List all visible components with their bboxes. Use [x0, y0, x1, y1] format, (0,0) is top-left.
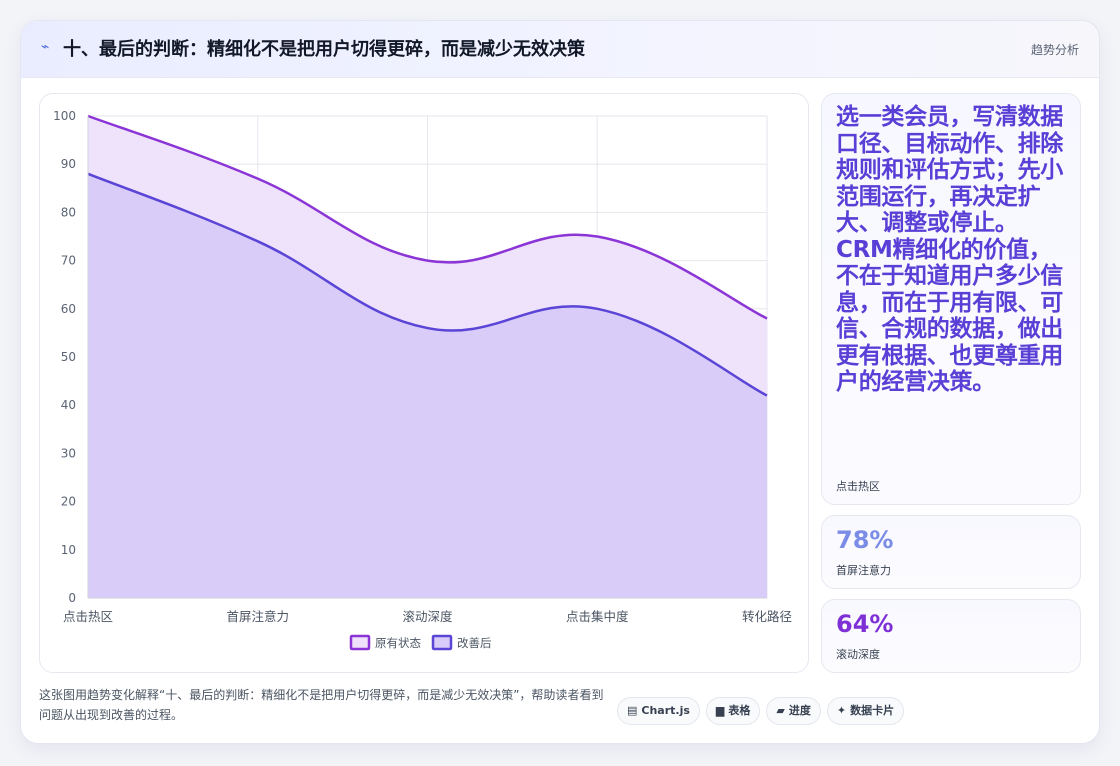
stat-card-scroll: 64% 滚动深度 — [821, 599, 1081, 673]
y-tick-label: 90 — [61, 157, 76, 171]
x-tick-label: 点击集中度 — [566, 609, 629, 624]
stat-label: 首屏注意力 — [836, 564, 891, 577]
card-header: ⌁ 十、最后的判断：精细化不是把用户切得更碎，而是减少无效决策 趋势分析 — [21, 21, 1099, 78]
report-card: ⌁ 十、最后的判断：精细化不是把用户切得更碎，而是减少无效决策 趋势分析 0 10… — [20, 20, 1100, 744]
y-tick-label: 70 — [61, 254, 76, 268]
legend-label: 改善后 — [457, 636, 492, 650]
chip-data-card[interactable]: ✦ 数据卡片 — [826, 697, 905, 725]
series-line-1 — [87, 172, 768, 397]
legend-swatch — [431, 634, 453, 651]
chart-caption: 这张图用趋势变化解释“十、最后的判断：精细化不是把用户切得更碎，而是减少无效决策… — [39, 688, 604, 722]
y-tick-label: 80 — [61, 205, 76, 219]
trend-icon: ⌁ — [41, 39, 50, 55]
y-tick-label: 20 — [61, 495, 76, 509]
insight-text: 选一类会员，写清数据口径、目标动作、排除规则和评估方式；先小范围运行，再决定扩大… — [836, 104, 1064, 395]
series-line-0 — [87, 114, 768, 320]
x-tick-label: 点击热区 — [63, 609, 113, 624]
page-title: 十、最后的判断：精细化不是把用户切得更碎，而是减少无效决策 — [63, 39, 585, 60]
chart-icon: ▤ — [627, 704, 638, 717]
sparkle-icon: ✦ — [836, 704, 847, 717]
y-tick-label: 10 — [61, 543, 76, 557]
y-tick-label: 0 — [68, 591, 76, 605]
legend-swatch — [349, 634, 371, 651]
chart-panel: 0 10 20 30 40 50 60 70 80 90 100 点击热区 首屏注意力 滚动深度 点击集中度… — [39, 93, 809, 673]
chip-progress[interactable]: ▰ 进度 — [766, 697, 821, 725]
chip-table[interactable]: ▆ 表格 — [705, 697, 761, 725]
chip-chartjs[interactable]: ▤ Chart.js — [617, 697, 700, 725]
insight-label: 点击热区 — [836, 480, 880, 493]
tag-chips: ▤ Chart.js ▆ 表格 ▰ 进度 ✦ 数据卡片 — [617, 697, 910, 725]
progress-icon: ▰ — [776, 704, 785, 717]
x-tick-label: 转化路径 — [742, 609, 792, 624]
y-tick-label: 100 — [53, 109, 76, 123]
stat-value: 78% — [836, 526, 894, 554]
section-tag: 趋势分析 — [1030, 43, 1079, 57]
y-tick-label: 40 — [61, 398, 76, 412]
insight-card: 选一类会员，写清数据口径、目标动作、排除规则和评估方式；先小范围运行，再决定扩大… — [821, 93, 1081, 505]
y-tick-label: 60 — [61, 302, 76, 316]
legend-label: 原有状态 — [375, 636, 421, 650]
series-area-1 — [88, 173, 767, 598]
y-tick-label: 30 — [61, 446, 76, 460]
x-tick-label: 首屏注意力 — [226, 609, 289, 624]
stat-card-attention: 78% 首屏注意力 — [821, 515, 1081, 589]
table-icon: ▆ — [715, 704, 725, 717]
stat-label: 滚动深度 — [836, 648, 880, 661]
x-tick-label: 滚动深度 — [402, 609, 453, 624]
y-tick-label: 50 — [61, 350, 76, 364]
area-chart: 0 10 20 30 40 50 60 70 80 90 100 点击热区 首屏注意力 滚动深度 点击集中度… — [53, 109, 792, 651]
stat-value: 64% — [836, 610, 894, 638]
